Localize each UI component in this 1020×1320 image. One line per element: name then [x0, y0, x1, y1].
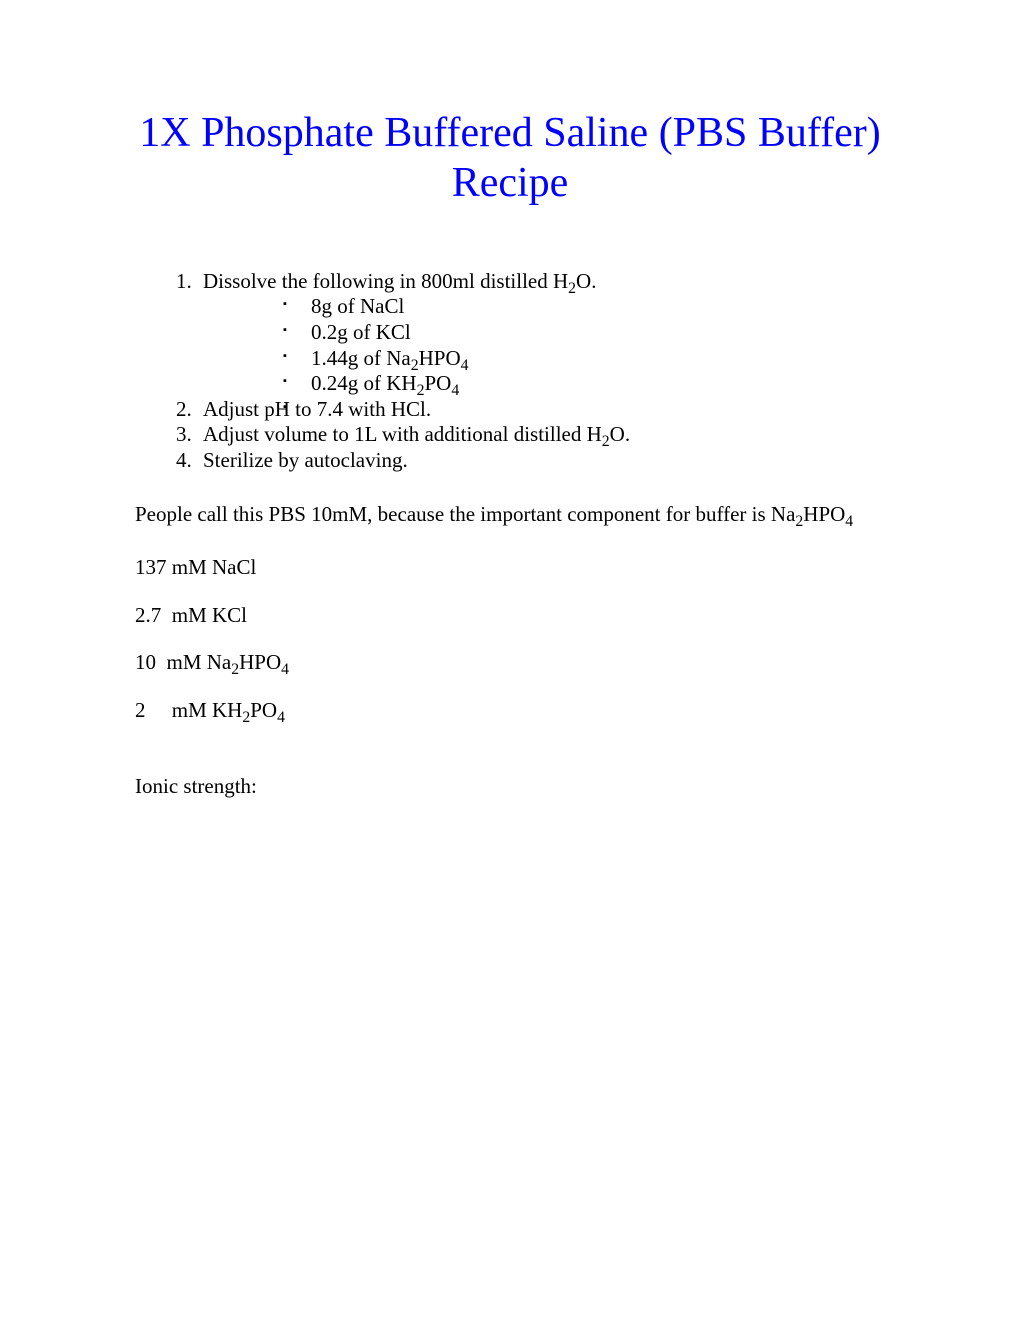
- step-1: Dissolve the following in 800ml distille…: [197, 269, 885, 397]
- conc-kcl: 2.7 mM KCl: [135, 603, 885, 629]
- page-title: 1X Phosphate Buffered Saline (PBS Buffer…: [135, 108, 885, 209]
- document-body: Dissolve the following in 800ml distille…: [135, 269, 885, 800]
- conc-kh2po4: 2 mM KH2PO4: [135, 698, 885, 724]
- ingredient-nacl: 8g of NaCl: [283, 294, 885, 320]
- note-paragraph: People call this PBS 10mM, because the i…: [135, 502, 885, 528]
- conc-na2hpo4: 10 mM Na2HPO4: [135, 650, 885, 676]
- step-2: Adjust pH to 7.4 with HCl.: [197, 397, 885, 423]
- steps-list: Dissolve the following in 800ml distille…: [135, 269, 885, 474]
- ionic-strength-label: Ionic strength:: [135, 774, 885, 800]
- step-3: Adjust volume to 1L with additional dist…: [197, 422, 885, 448]
- step-1-text: Dissolve the following in 800ml distille…: [203, 269, 596, 293]
- ingredient-kh2po4: 0.24g of KH2PO4: [283, 371, 885, 397]
- ingredients-list: 8g of NaCl 0.2g of KCl 1.44g of Na2HPO4 …: [203, 294, 885, 396]
- step-4: Sterilize by autoclaving.: [197, 448, 885, 474]
- ingredient-kcl: 0.2g of KCl: [283, 320, 885, 346]
- ingredient-na2hpo4: 1.44g of Na2HPO4: [283, 346, 885, 372]
- conc-nacl: 137 mM NaCl: [135, 555, 885, 581]
